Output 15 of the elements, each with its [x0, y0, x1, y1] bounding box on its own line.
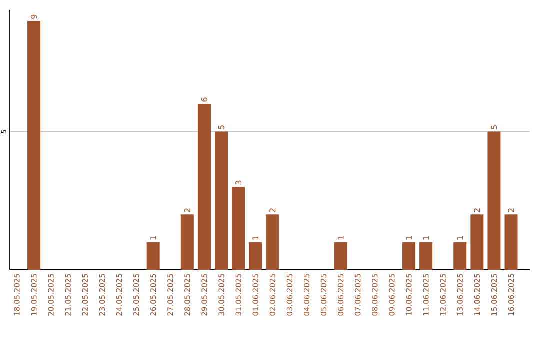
bar — [334, 242, 348, 270]
bar — [402, 242, 416, 270]
bar — [249, 242, 262, 270]
bar — [146, 242, 160, 270]
bar — [266, 214, 280, 270]
bar — [504, 214, 518, 270]
bar — [28, 21, 41, 270]
bar — [215, 132, 228, 270]
bar — [180, 214, 194, 270]
bar — [470, 214, 484, 270]
bar — [420, 242, 433, 270]
bar — [232, 187, 246, 270]
bar — [454, 242, 467, 270]
bar — [488, 132, 501, 270]
bar — [198, 104, 211, 270]
